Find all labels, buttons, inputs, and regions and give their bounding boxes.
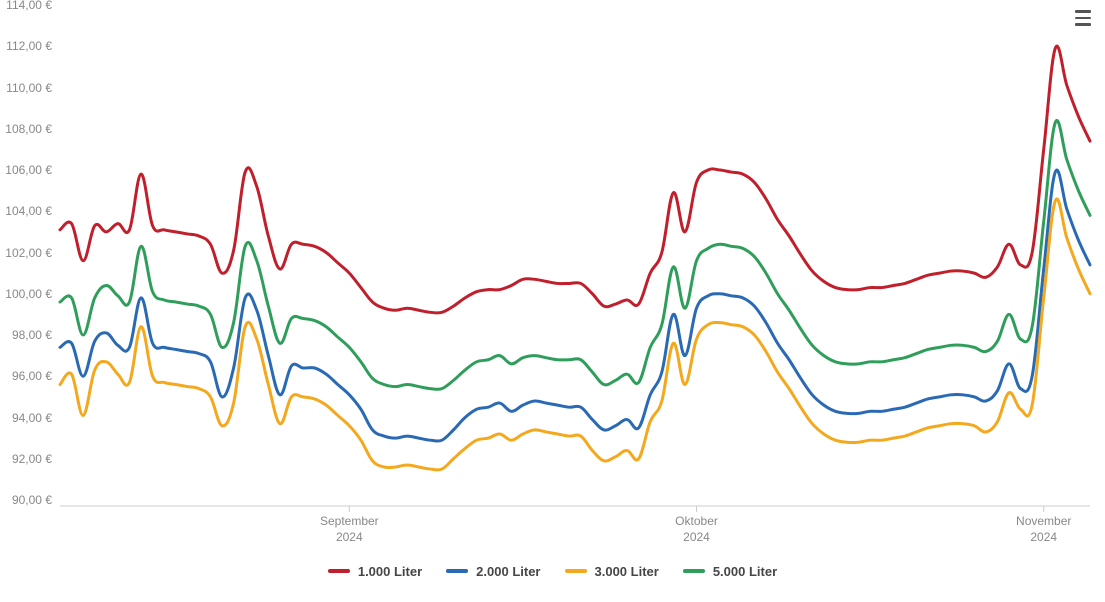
legend-item[interactable]: 3.000 Liter xyxy=(565,564,659,579)
legend-label: 1.000 Liter xyxy=(358,564,422,579)
x-tick-year: 2024 xyxy=(683,530,710,544)
legend-swatch xyxy=(328,569,350,573)
series-line xyxy=(60,170,1090,441)
plot-area xyxy=(0,0,1105,602)
x-tick-year: 2024 xyxy=(336,530,363,544)
legend-item[interactable]: 1.000 Liter xyxy=(328,564,422,579)
legend-swatch xyxy=(683,569,705,573)
legend-item[interactable]: 2.000 Liter xyxy=(446,564,540,579)
x-tick-month: November xyxy=(1016,514,1071,528)
legend-item[interactable]: 5.000 Liter xyxy=(683,564,777,579)
x-tick-year: 2024 xyxy=(1030,530,1057,544)
legend-label: 3.000 Liter xyxy=(595,564,659,579)
x-tick-month: Oktober xyxy=(675,514,718,528)
series-line xyxy=(60,199,1090,470)
legend-swatch xyxy=(565,569,587,573)
series-line xyxy=(60,46,1090,313)
price-chart: 90,00 €92,00 €94,00 €96,00 €98,00 €100,0… xyxy=(0,0,1105,602)
legend-label: 2.000 Liter xyxy=(476,564,540,579)
legend-label: 5.000 Liter xyxy=(713,564,777,579)
legend: 1.000 Liter 2.000 Liter 3.000 Liter 5.000 L… xyxy=(0,560,1105,579)
legend-swatch xyxy=(446,569,468,573)
x-tick-month: September xyxy=(320,514,379,528)
